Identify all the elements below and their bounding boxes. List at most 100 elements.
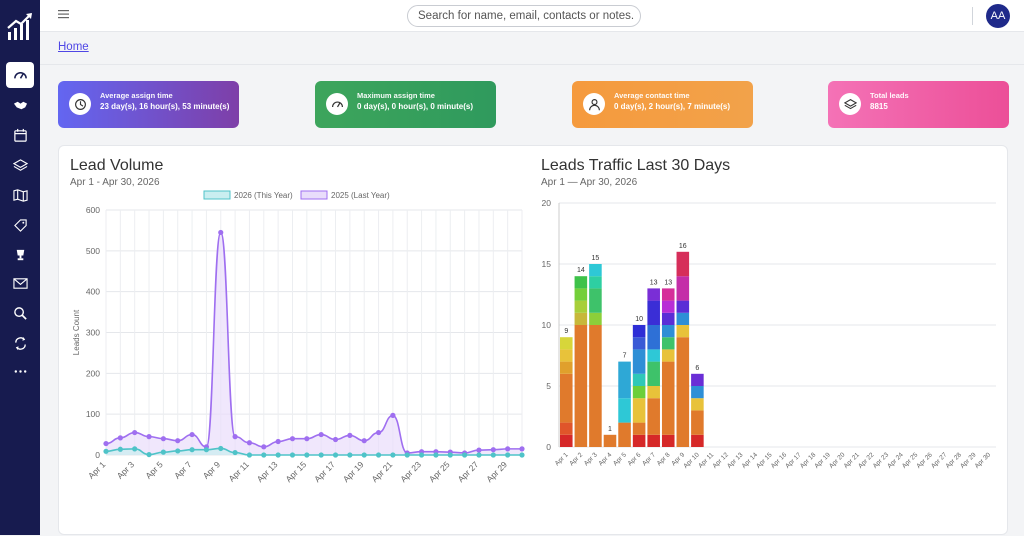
x-tick-label: Apr 17 [312, 459, 337, 484]
data-point [146, 434, 152, 440]
stat-card-value: 0 day(s), 0 hour(s), 0 minute(s) [357, 102, 474, 111]
calendar-icon [13, 128, 27, 142]
legend-swatch [300, 190, 328, 200]
x-tick-label: Apr 19 [341, 459, 366, 484]
bar-segment [661, 325, 675, 338]
bar-total-label: 13 [664, 279, 672, 286]
bar-segment [676, 312, 690, 325]
data-point [318, 452, 324, 458]
bar-total-label: 10 [635, 316, 643, 323]
sidebar-item-gauge[interactable] [6, 62, 34, 88]
bar-segment [632, 422, 646, 435]
x-tick-label: Apr 9 [201, 459, 223, 481]
x-tick-label: Apr 6 [627, 451, 643, 467]
bar-segment [647, 349, 660, 362]
bar-segment [560, 337, 573, 350]
bar-segment [661, 300, 675, 313]
data-point [447, 452, 453, 458]
bar-total-label: 9 [564, 328, 568, 335]
x-tick-label: Apr 30 [974, 451, 993, 470]
sidebar-item-map[interactable] [6, 182, 34, 208]
data-point [332, 436, 339, 443]
stat-card-label: Average assign time [100, 91, 173, 100]
charts-panel: Lead Volume Apr 1 - Apr 30, 2026 Leads T… [58, 145, 1008, 535]
data-point [462, 452, 468, 458]
trophy-icon [16, 249, 24, 260]
stat-card-label: Average contact time [614, 91, 690, 100]
sidebar-item-trophy[interactable] [6, 242, 34, 268]
bar-segment [676, 251, 690, 277]
x-tick-label: Apr 7 [641, 451, 657, 467]
sidebar-item-more[interactable] [6, 358, 34, 384]
series-area [106, 232, 522, 455]
bar-segment [560, 361, 573, 374]
sidebar-item-refresh[interactable] [6, 330, 34, 356]
y-axis-label: Leads Count [72, 309, 81, 355]
x-tick-label: Apr 4 [597, 451, 613, 467]
stat-card-total-leads: Total leads 8815 [828, 81, 1009, 128]
y-tick-label: 200 [86, 368, 100, 378]
bar-segment [676, 300, 690, 313]
bar-segment [574, 276, 588, 289]
series-line [105, 231, 522, 454]
breadcrumb-home-link[interactable]: Home [58, 41, 89, 53]
data-point [375, 429, 382, 436]
stat-card-average-assign-time: Average assign time 23 day(s), 16 hour(s)… [58, 81, 239, 128]
divider [40, 64, 1024, 65]
x-tick-label: Apr 13 [255, 459, 280, 484]
sidebar-item-layers[interactable] [6, 152, 34, 178]
bar-total-label: 6 [695, 365, 699, 372]
menu-icon[interactable] [58, 8, 70, 20]
bar-segment [603, 434, 617, 447]
bar-segment [661, 349, 675, 362]
bar-segment [676, 276, 690, 301]
sidebar-item-calendar[interactable] [6, 122, 34, 148]
bar-total-label: 14 [577, 267, 585, 274]
bar-segment [647, 398, 660, 435]
y-tick-label: 400 [86, 287, 100, 297]
bar-total-label: 1 [608, 426, 612, 433]
stat-card-label: Total leads [870, 91, 909, 100]
sidebar-item-search[interactable] [6, 300, 34, 326]
y-tick-label: 15 [542, 259, 552, 269]
data-point [476, 447, 482, 453]
gauge-icon [13, 71, 27, 79]
data-point [189, 431, 195, 438]
data-point [304, 452, 310, 458]
sidebar-item-mail[interactable] [6, 270, 34, 296]
bar-segment [632, 434, 646, 447]
data-point [519, 452, 525, 458]
data-point [390, 412, 396, 418]
avatar[interactable]: AA [986, 4, 1010, 28]
data-point [117, 435, 123, 441]
tag-icon [13, 218, 27, 232]
bar-segment [691, 373, 704, 386]
bar-segment [691, 386, 704, 399]
chart-logo-icon[interactable] [7, 11, 34, 41]
x-tick-label: Apr 7 [172, 459, 194, 481]
bar-segment [632, 373, 646, 386]
sidebar [0, 0, 40, 535]
data-point [347, 432, 353, 438]
sidebar-item-tag[interactable] [6, 212, 34, 238]
bar-segment [661, 434, 675, 447]
more-icon [14, 369, 26, 373]
x-tick-label: Apr 21 [370, 459, 395, 484]
data-point [361, 452, 367, 458]
bar-segment [618, 398, 631, 423]
search-input[interactable]: Search for name, email, contacts or note… [407, 5, 641, 27]
bar-segment [560, 434, 573, 447]
sidebar-item-handshake[interactable] [6, 92, 34, 118]
stat-card-value: 0 day(s), 2 hour(s), 7 minute(s) [614, 102, 731, 111]
x-tick-label: Apr 5 [612, 451, 628, 467]
user-icon [583, 93, 605, 115]
bar-segment [676, 325, 690, 338]
data-point [160, 436, 166, 442]
bar-segment [691, 398, 704, 411]
data-point [146, 451, 152, 458]
y-tick-label: 300 [86, 328, 100, 338]
data-point [476, 452, 482, 458]
data-point [103, 448, 109, 454]
bar-segment [618, 422, 631, 447]
x-tick-label: Apr 25 [427, 459, 452, 484]
